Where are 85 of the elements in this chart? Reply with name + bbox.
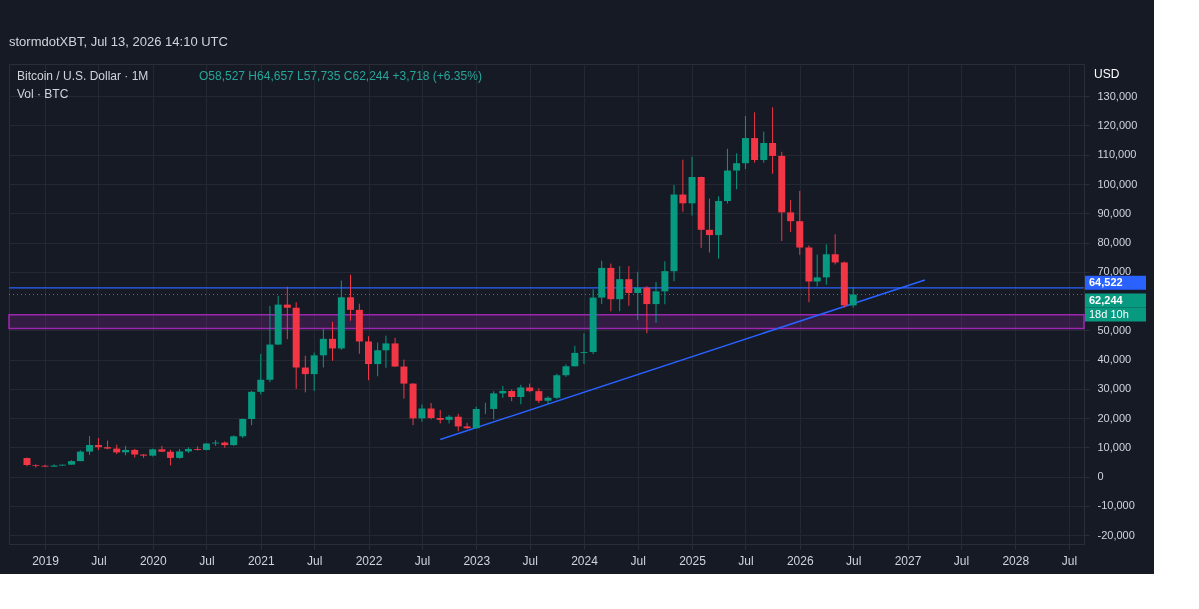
candlestick xyxy=(490,390,498,420)
y-tick-label: 70,000 xyxy=(1097,265,1132,278)
candlestick xyxy=(329,321,336,362)
x-tick-label: 2023 xyxy=(463,553,491,568)
y-tick-label: -10,000 xyxy=(1097,499,1135,512)
candlestick xyxy=(382,335,390,369)
x-tick-label: Jul xyxy=(630,553,646,568)
candlestick xyxy=(445,414,453,424)
text: stormdotXBT, Jul 13, 2026 14:10 UTC xyxy=(9,34,228,49)
x-tick-label: Jul xyxy=(307,553,323,568)
candlestick xyxy=(705,198,713,253)
candlestick xyxy=(517,384,525,405)
x-tick-label: Jul xyxy=(1061,553,1078,568)
candlestick xyxy=(661,260,669,305)
candlestick xyxy=(544,395,552,405)
y-tick-label: 130,000 xyxy=(1097,89,1138,102)
x-tick-label: Jul xyxy=(953,553,970,568)
candlestick xyxy=(310,352,318,392)
y-tick-label: 10,000 xyxy=(1097,440,1132,453)
y-tick-label: 0 xyxy=(1097,470,1104,483)
chart-subtitle: O58,527 H64,657 L57,735 C62,244 +3,718 (+6.35%) xyxy=(199,69,482,83)
candlestick xyxy=(365,335,373,381)
y-tick-label: 120,000 xyxy=(1097,118,1138,131)
candlestick xyxy=(239,418,247,439)
x-tick-label: 2019 xyxy=(32,553,60,568)
x-tick-label: Jul xyxy=(199,553,215,568)
candlestick xyxy=(625,265,633,307)
candlestick xyxy=(787,199,795,233)
candlestick xyxy=(580,332,588,365)
y-tick-label: 30,000 xyxy=(1097,382,1132,395)
x-tick-label: Jul xyxy=(414,553,431,568)
x-tick-label: 2026 xyxy=(786,553,814,568)
x-tick-label: 2022 xyxy=(355,553,383,568)
x-tick-label: 2021 xyxy=(247,553,275,568)
candlestick xyxy=(391,337,399,368)
candlestick xyxy=(257,353,265,395)
y-tick-label: 50,000 xyxy=(1097,323,1132,336)
x-tick-label: Jul xyxy=(522,553,538,568)
y-tick-label: 40,000 xyxy=(1097,353,1132,366)
candlestick xyxy=(32,463,40,469)
x-tick-label: Jul xyxy=(91,553,107,568)
candlestick xyxy=(347,274,354,322)
x-tick-label: 2028 xyxy=(1002,553,1030,568)
x-tick-label: 2024 xyxy=(571,553,599,568)
candlestick xyxy=(374,341,382,377)
candlestick xyxy=(679,159,687,213)
x-tick-label: Jul xyxy=(738,553,754,568)
x-tick-label: Jul xyxy=(846,553,862,568)
ref-line-label: 64,522 xyxy=(1089,275,1123,288)
candlestick xyxy=(634,271,642,321)
candlestick xyxy=(822,243,830,286)
candlestick xyxy=(400,359,408,400)
candlestick xyxy=(813,254,821,287)
candlestick xyxy=(86,435,94,456)
y-tick-label: 20,000 xyxy=(1097,411,1132,424)
candlestick xyxy=(751,111,759,164)
y-tick-label: 80,000 xyxy=(1097,236,1132,249)
candlestick xyxy=(733,152,741,190)
candlestick xyxy=(194,445,202,452)
x-tick-label: 2027 xyxy=(894,553,922,568)
candlestick xyxy=(760,131,768,164)
candlestick xyxy=(769,106,777,175)
candlestick xyxy=(616,265,624,312)
ref-line-label: 62,244 xyxy=(1089,293,1124,306)
candlestick xyxy=(158,445,166,453)
candlestick xyxy=(849,286,857,309)
y-tick-label: 90,000 xyxy=(1097,206,1132,219)
annotation: Vol · BTC xyxy=(17,87,69,101)
text: 18d 10h xyxy=(1089,307,1129,320)
candlestick xyxy=(643,285,651,334)
candlestick xyxy=(553,373,561,400)
candlestick xyxy=(319,328,327,368)
candlestick xyxy=(283,286,291,340)
y-tick-label: 100,000 xyxy=(1097,177,1138,190)
candlestick xyxy=(831,233,839,265)
chart-title: Bitcoin / U.S. Dollar · 1M xyxy=(17,69,149,83)
y-tick-label: -20,000 xyxy=(1097,528,1135,541)
candlestick xyxy=(301,355,309,393)
candlestick xyxy=(463,422,471,430)
y-tick-label: 110,000 xyxy=(1097,148,1137,161)
candlestick xyxy=(571,345,579,368)
x-tick-label: 2025 xyxy=(679,553,707,568)
x-tick-label: 2020 xyxy=(139,553,167,568)
candlestick xyxy=(41,464,49,468)
text: USD xyxy=(1094,67,1120,81)
